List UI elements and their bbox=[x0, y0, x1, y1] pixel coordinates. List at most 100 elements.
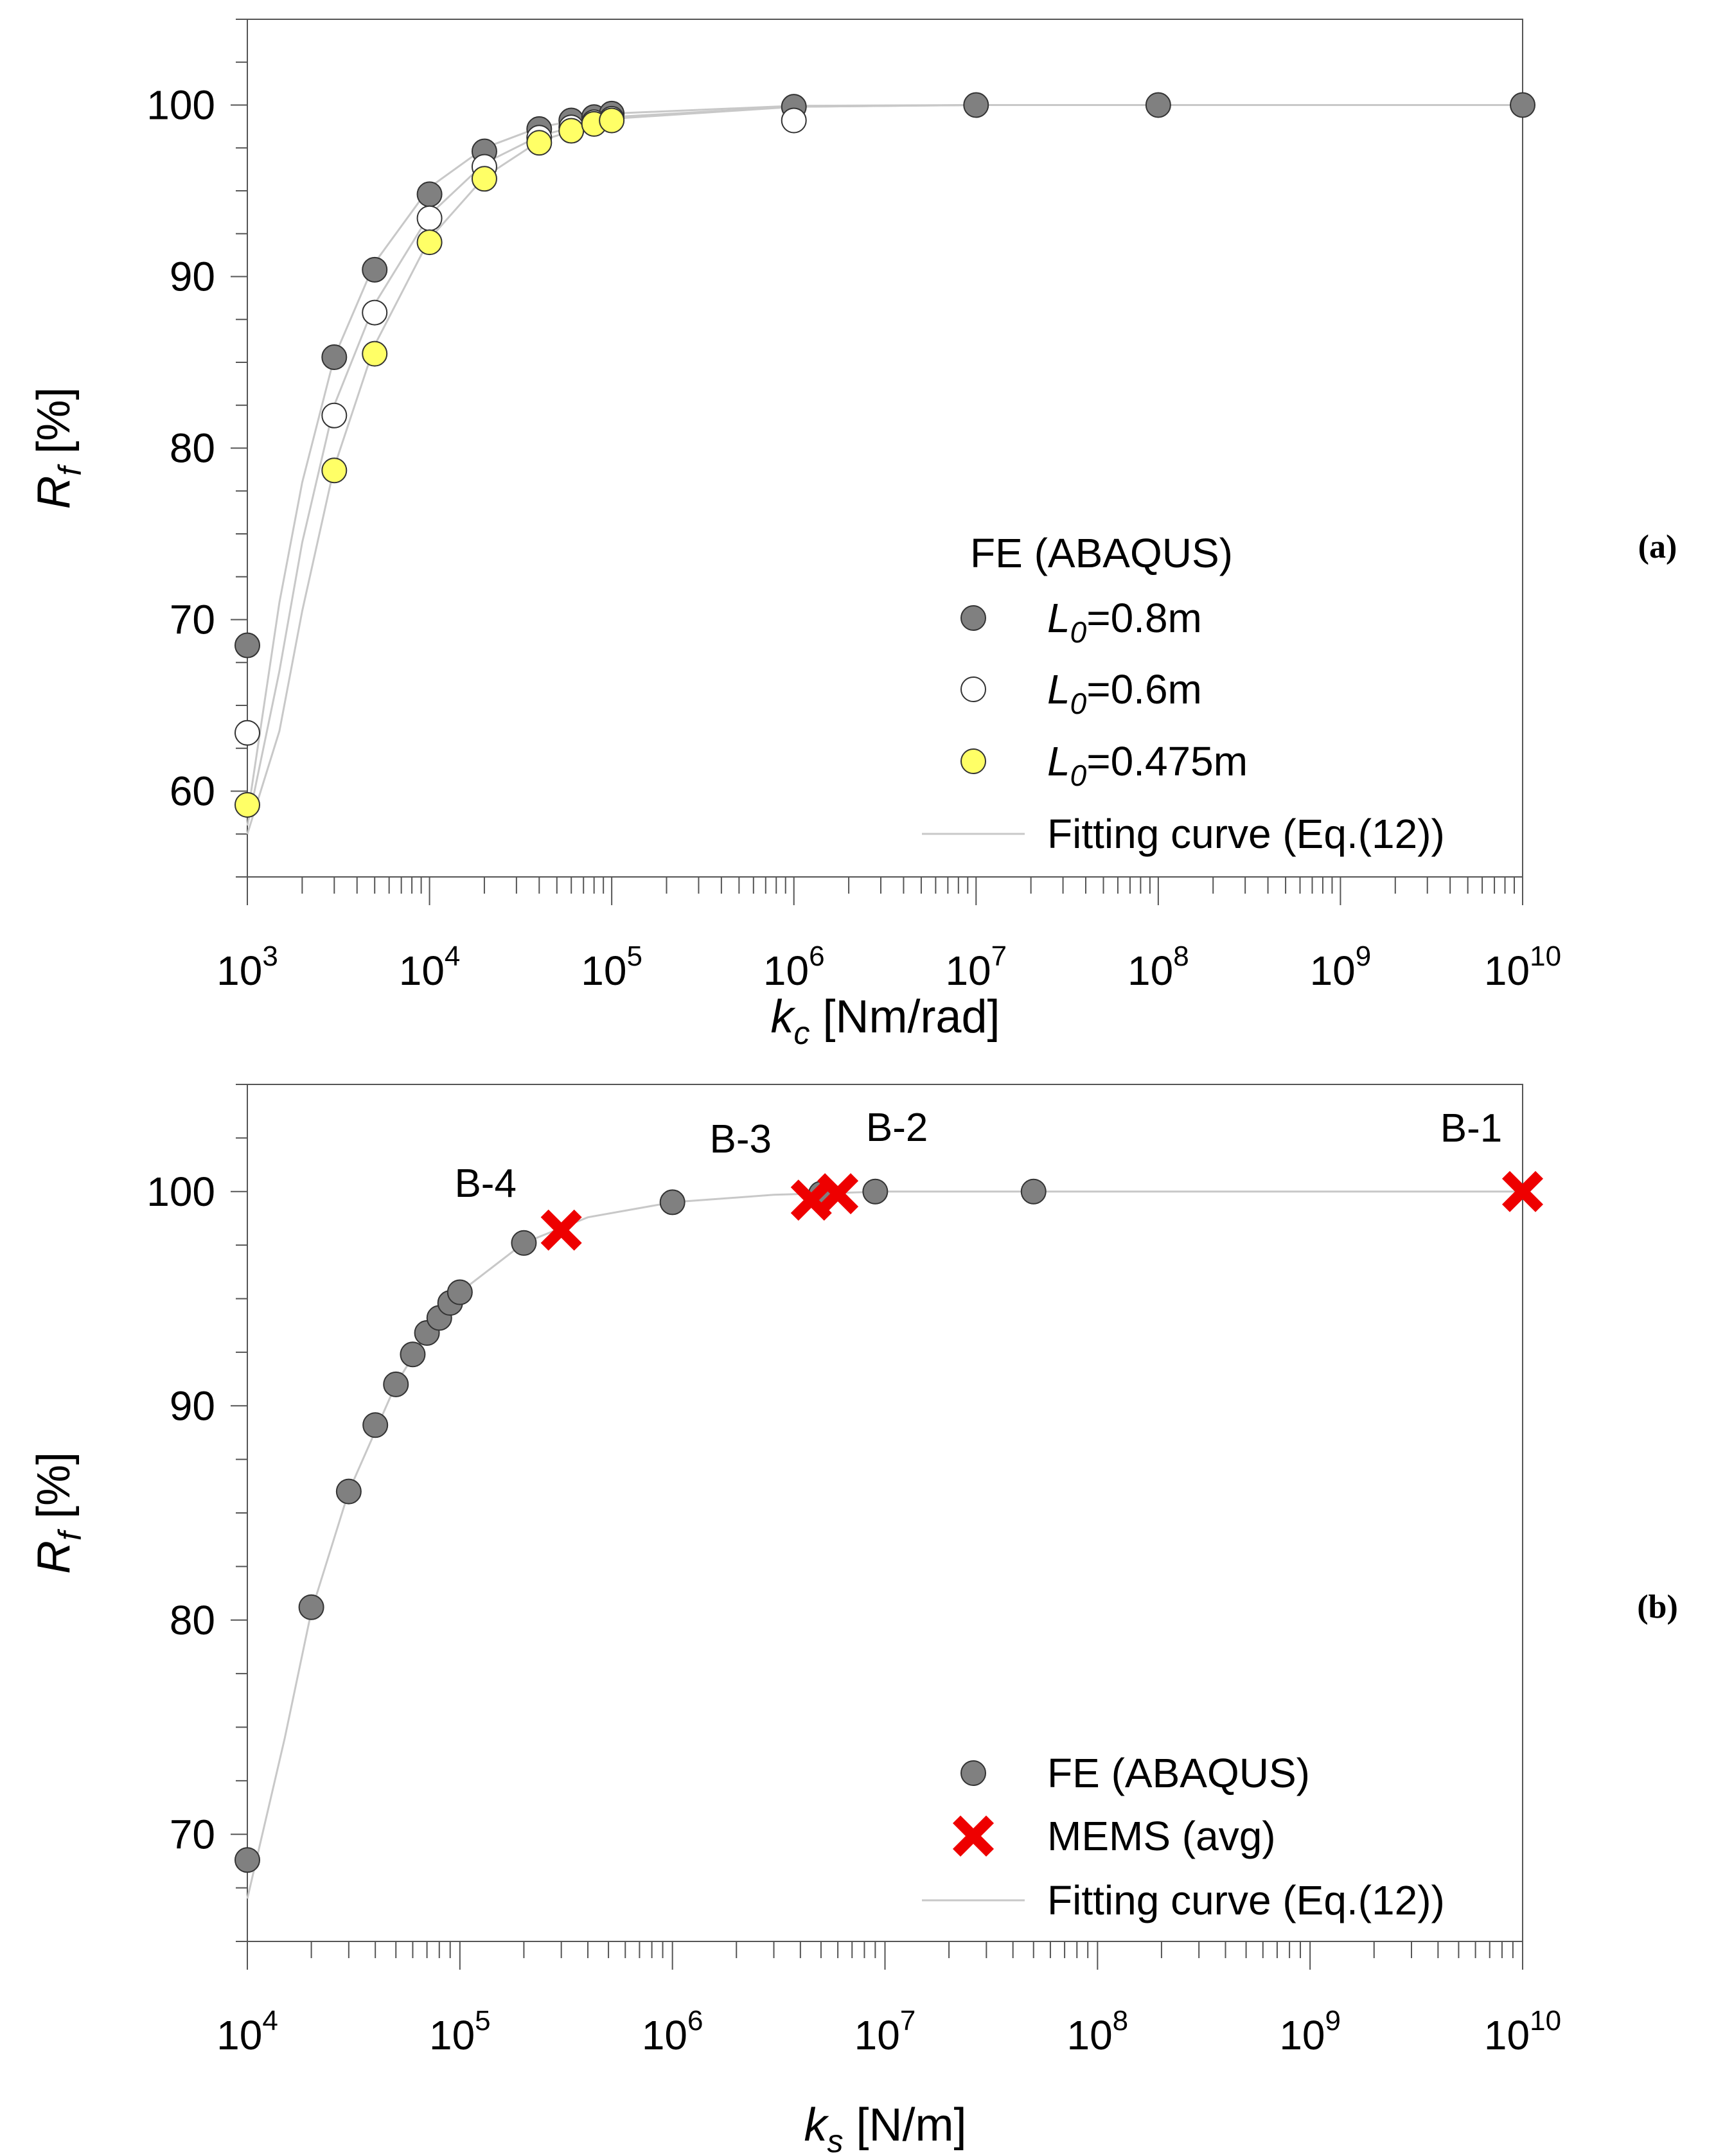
data-point-dark bbox=[298, 1594, 324, 1620]
legend-subscript: 0 bbox=[1070, 687, 1087, 720]
x-tick-label: 1010 bbox=[1484, 941, 1561, 994]
x-tick-exponent: 8 bbox=[1173, 941, 1189, 972]
x-tick-label: 109 bbox=[1310, 941, 1372, 994]
data-point-dark bbox=[234, 632, 260, 658]
y-axis-label: Rf [%] bbox=[28, 1452, 88, 1574]
legend-subscript: 0 bbox=[1070, 615, 1087, 649]
x-axis-symbol: k bbox=[770, 991, 796, 1043]
x-tick-exponent: 9 bbox=[1325, 2005, 1341, 2037]
x-tick-label: 1010 bbox=[1484, 2005, 1561, 2058]
legend-marker-swatch bbox=[960, 676, 986, 702]
x-tick-exponent: 5 bbox=[626, 941, 642, 972]
legend-cross-swatch bbox=[952, 1815, 995, 1857]
legend-text: Fitting curve (Eq.(12)) bbox=[1047, 1877, 1445, 1923]
x-tick-exponent: 3 bbox=[262, 941, 278, 972]
x-tick-label: 108 bbox=[1128, 941, 1189, 994]
data-point-yellow bbox=[234, 791, 260, 818]
data-point-dark bbox=[362, 1412, 389, 1438]
y-tick-label: 100 bbox=[146, 82, 215, 128]
x-tick-base: 10 bbox=[642, 2012, 687, 2058]
y-tick-label: 70 bbox=[170, 1811, 215, 1857]
y-tick-label: 90 bbox=[170, 1383, 215, 1429]
legend-marker-swatch bbox=[960, 1760, 986, 1786]
x-tick-label: 109 bbox=[1279, 2005, 1341, 2058]
legend-entry-label: L0=0.8m bbox=[1047, 595, 1202, 649]
data-point-dark bbox=[335, 1478, 362, 1505]
x-tick-label: 104 bbox=[217, 2005, 278, 2058]
fit-curve-line bbox=[246, 104, 1523, 835]
mems-cross-marker bbox=[540, 1209, 582, 1251]
legend-marker-swatch bbox=[960, 605, 986, 631]
x-tick-label: 105 bbox=[581, 941, 642, 994]
data-point-white bbox=[234, 720, 260, 746]
data-point-dark bbox=[383, 1371, 409, 1397]
x-axis-subscript: s bbox=[827, 2123, 844, 2156]
x-tick-exponent: 6 bbox=[687, 2005, 703, 2037]
x-tick-base: 10 bbox=[1128, 948, 1173, 994]
x-tick-base: 10 bbox=[1484, 2012, 1530, 2058]
legend-entry-label: MEMS (avg) bbox=[1047, 1813, 1276, 1859]
data-point-dark bbox=[659, 1189, 686, 1215]
data-point-yellow bbox=[526, 130, 553, 156]
data-point-dark bbox=[1020, 1178, 1047, 1205]
legend-marker-swatch bbox=[960, 748, 986, 774]
x-tick-base: 10 bbox=[217, 948, 262, 994]
legend-entry-label: Fitting curve (Eq.(12)) bbox=[1047, 1877, 1445, 1923]
data-point-yellow bbox=[321, 457, 348, 484]
x-tick-exponent: 4 bbox=[262, 2005, 278, 2037]
legend-symbol: L bbox=[1047, 595, 1070, 641]
x-tick-base: 10 bbox=[399, 948, 445, 994]
y-axis-symbol: R bbox=[28, 1541, 80, 1574]
legend-text: =0.6m bbox=[1086, 666, 1202, 712]
legend-text: Fitting curve (Eq.(12)) bbox=[1047, 811, 1445, 857]
y-axis-unit: [%] bbox=[28, 1452, 80, 1532]
mems-specimen-label: B-2 bbox=[866, 1106, 928, 1150]
x-axis-subscript: c bbox=[793, 1015, 809, 1051]
y-tick-label: 80 bbox=[170, 1597, 215, 1643]
data-point-yellow bbox=[362, 340, 388, 367]
legend-title: FE (ABAQUS) bbox=[970, 530, 1233, 576]
data-point-white bbox=[321, 402, 348, 429]
mems-specimen-label: B-1 bbox=[1440, 1106, 1502, 1151]
y-tick-label: 70 bbox=[170, 597, 215, 643]
x-tick-label: 108 bbox=[1066, 2005, 1128, 2058]
legend-text: FE (ABAQUS) bbox=[1047, 1750, 1310, 1796]
x-axis-label: ks [N/m] bbox=[804, 2099, 967, 2156]
x-tick-exponent: 5 bbox=[475, 2005, 490, 2037]
mems-specimen-label: B-3 bbox=[710, 1117, 772, 1162]
y-tick-label: 60 bbox=[170, 768, 215, 815]
x-axis-label: kc [Nm/rad] bbox=[770, 991, 1000, 1051]
x-tick-base: 10 bbox=[854, 2012, 900, 2058]
legend-text: MEMS (avg) bbox=[1047, 1813, 1276, 1859]
x-tick-base: 10 bbox=[429, 2012, 475, 2058]
x-tick-label: 103 bbox=[217, 941, 278, 994]
x-tick-base: 10 bbox=[945, 948, 991, 994]
x-tick-base: 10 bbox=[1279, 2012, 1325, 2058]
x-tick-base: 10 bbox=[581, 948, 626, 994]
x-tick-base: 10 bbox=[217, 2012, 262, 2058]
data-point-dark bbox=[862, 1178, 889, 1205]
x-axis-unit: [Nm/rad] bbox=[809, 991, 1000, 1043]
y-axis-label: Rf [%] bbox=[28, 387, 88, 509]
x-tick-exponent: 9 bbox=[1356, 941, 1371, 972]
data-point-white bbox=[781, 107, 807, 134]
panel-label-b: (b) bbox=[1637, 1589, 1678, 1625]
y-tick-label: 100 bbox=[146, 1169, 215, 1215]
data-point-dark bbox=[234, 1847, 260, 1873]
legend-entry-label: L0=0.6m bbox=[1047, 666, 1202, 720]
y-axis-symbol: R bbox=[28, 475, 80, 509]
data-point-dark bbox=[321, 344, 348, 370]
x-tick-label: 106 bbox=[763, 941, 825, 994]
data-point-dark bbox=[400, 1341, 426, 1368]
legend-entry-label: Fitting curve (Eq.(12)) bbox=[1047, 811, 1445, 857]
y-tick-label: 90 bbox=[170, 254, 215, 300]
x-tick-base: 10 bbox=[763, 948, 809, 994]
data-point-yellow bbox=[599, 107, 625, 134]
data-point-white bbox=[362, 299, 388, 326]
mems-cross-marker bbox=[817, 1173, 859, 1215]
data-point-dark bbox=[362, 256, 388, 283]
x-tick-base: 10 bbox=[1310, 948, 1356, 994]
legend-subscript: 0 bbox=[1070, 759, 1087, 792]
